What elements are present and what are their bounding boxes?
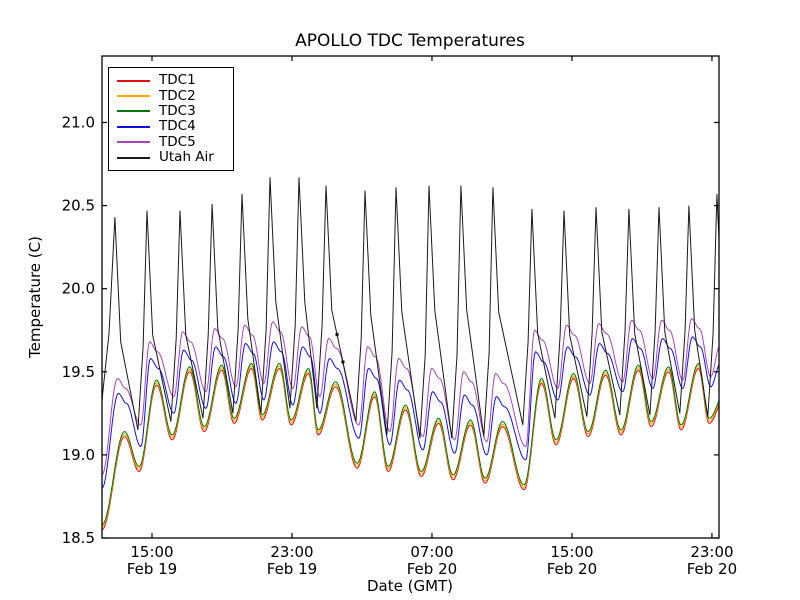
legend-item-label: TDC3	[159, 102, 196, 119]
x-tick-label-time: 15:00	[130, 543, 173, 561]
x-tick-label-date: Feb 20	[547, 560, 597, 578]
legend: TDC1 TDC2 TDC3 TDC4 TDC5 Utah Air	[108, 67, 234, 172]
utah-air-data-mark	[341, 360, 345, 364]
y-tick-label: 18.5	[62, 529, 95, 547]
legend-item: TDC4	[117, 119, 227, 134]
y-tick-label: 21.0	[62, 113, 95, 131]
legend-line-swatch	[117, 95, 150, 98]
legend-item-label: Utah Air	[159, 149, 214, 166]
legend-item: TDC1	[117, 73, 227, 88]
legend-line-swatch	[117, 141, 150, 144]
series-line-tdc3	[102, 362, 719, 526]
legend-line-swatch	[117, 110, 150, 113]
utah-air-data-mark	[335, 332, 339, 337]
y-tick-label: 20.5	[62, 197, 95, 215]
x-tick-label-date: Feb 19	[267, 560, 317, 578]
y-tick-label: 19.0	[62, 446, 95, 464]
legend-item: TDC2	[117, 88, 227, 103]
legend-item-label: TDC5	[159, 133, 196, 150]
series-line-tdc4	[102, 336, 719, 489]
legend-item: TDC3	[117, 102, 227, 119]
legend-item: Utah Air	[117, 150, 227, 165]
legend-line-swatch	[117, 79, 150, 82]
y-tick-label: 20.0	[62, 280, 95, 298]
series-line-utah-air	[102, 177, 719, 439]
x-tick-label-time: 15:00	[550, 543, 593, 561]
legend-item-label: TDC1	[159, 72, 196, 89]
x-tick-label-date: Feb 19	[127, 560, 177, 578]
x-tick-label-date: Feb 20	[687, 560, 737, 578]
x-tick-label-time: 23:00	[690, 543, 733, 561]
x-axis-label: Date (GMT)	[367, 577, 453, 595]
plot-border	[101, 55, 720, 539]
series-line-tdc5	[102, 317, 719, 476]
legend-item-label: TDC2	[159, 87, 196, 104]
legend-line-swatch	[117, 125, 150, 128]
legend-item-label: TDC4	[159, 118, 196, 135]
x-tick-label-time: 07:00	[410, 543, 453, 561]
series-line-tdc2	[102, 365, 719, 528]
chart-title: APOLLO TDC Temperatures	[295, 31, 525, 51]
y-axis-label: Temperature (C)	[26, 236, 44, 359]
x-tick-label-time: 23:00	[270, 543, 313, 561]
legend-item: TDC5	[117, 133, 227, 150]
y-tick-label: 19.5	[62, 363, 95, 381]
x-tick-label-date: Feb 20	[407, 560, 457, 578]
series-line-tdc1	[102, 367, 719, 531]
legend-line-swatch	[117, 156, 150, 159]
